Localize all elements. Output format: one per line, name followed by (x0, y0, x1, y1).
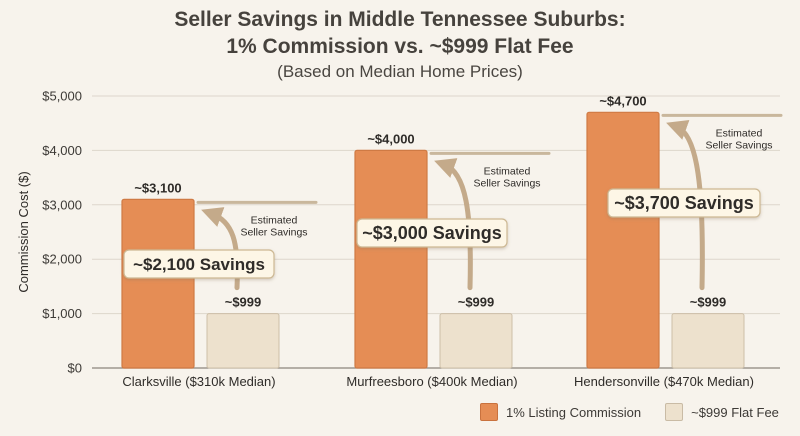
data-label-commission: ~$4,700 (599, 93, 646, 108)
y-tick-label: $4,000 (42, 143, 82, 158)
x-tick-label: Clarksville ($310k Median) (122, 374, 275, 389)
data-label-flat-fee: ~$999 (690, 295, 727, 310)
savings-note-line-2: Seller Savings (473, 177, 540, 189)
bar-flat-fee (439, 313, 513, 369)
legend-label-commission: 1% Listing Commission (506, 404, 642, 420)
legend-swatch-flat-fee (665, 403, 684, 421)
legend-swatch-commission (480, 403, 498, 421)
bar-flat-fee (671, 313, 745, 369)
y-tick-label: $3,000 (42, 197, 82, 212)
y-tick-label: $5,000 (42, 89, 82, 104)
savings-badge-label: ~$3,000 Savings (362, 223, 502, 243)
legend: 1% Listing Commission ~$999 Flat Fee (480, 403, 793, 421)
savings-badge (356, 218, 508, 248)
savings-note-line-1: Estimated (251, 214, 298, 226)
data-label-commission: ~$3,100 (134, 180, 181, 195)
savings-badge (123, 249, 275, 279)
x-tick-label: Murfreesboro ($400k Median) (346, 374, 517, 389)
data-label-flat-fee: ~$999 (458, 295, 495, 310)
bar-commission (354, 149, 428, 369)
legend-label-flat-fee: ~$999 Flat Fee (691, 404, 779, 420)
data-label-flat-fee: ~$999 (225, 295, 262, 310)
y-axis-title: Commission Cost ($) (16, 171, 31, 292)
savings-note-line-1: Estimated (716, 127, 763, 139)
savings-arrow (666, 120, 705, 291)
data-label-commission: ~$4,000 (367, 131, 414, 146)
legend-item-flat-fee: ~$999 Flat Fee (665, 403, 779, 421)
savings-note-line-2: Seller Savings (240, 226, 307, 238)
y-tick-label: $1,000 (42, 306, 82, 321)
savings-note-line-2: Seller Savings (705, 139, 772, 151)
chart-title-line-2: 1% Commission vs. ~$999 Flat Fee (226, 35, 574, 58)
savings-note-line-1: Estimated (484, 165, 531, 177)
legend-item-commission: 1% Listing Commission (480, 403, 641, 421)
savings-arrow (434, 158, 473, 291)
chart-subtitle: (Based on Median Home Prices) (277, 62, 523, 81)
bar-flat-fee (206, 313, 280, 369)
savings-badge (607, 188, 761, 218)
chart-title-block: Seller Savings in Middle Tennessee Subur… (0, 6, 800, 84)
bar-commission (586, 111, 660, 369)
x-tick-label: Hendersonville ($470k Median) (574, 374, 754, 389)
y-tick-label: $0 (68, 361, 82, 376)
bar-commission (121, 198, 195, 369)
chart-title-line-1: Seller Savings in Middle Tennessee Subur… (174, 8, 626, 31)
savings-badge-label: ~$2,100 Savings (133, 255, 265, 274)
y-tick-label: $2,000 (42, 252, 82, 267)
savings-badge-label: ~$3,700 Savings (614, 193, 754, 213)
